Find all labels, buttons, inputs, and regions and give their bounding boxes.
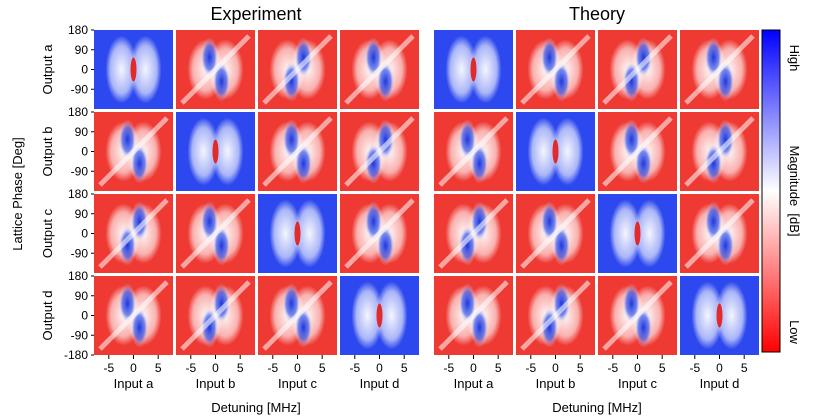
column-label: Input b	[196, 376, 236, 391]
x-tick-label: 0	[716, 361, 723, 375]
column-label: Input d	[360, 376, 400, 391]
column-label: Input c	[618, 376, 658, 391]
heatmap-cell	[680, 276, 759, 355]
x-tick-label: 0	[130, 361, 137, 375]
heatmap-cell	[516, 112, 595, 191]
x-tick-label: 5	[659, 361, 666, 375]
x-tick-label: 5	[401, 361, 408, 375]
x-tick-label: -5	[443, 361, 454, 375]
x-tick-label: 5	[495, 361, 502, 375]
heatmap-cell	[598, 194, 677, 273]
x-tick-label: -5	[103, 361, 114, 375]
heatmap-cell	[516, 194, 595, 273]
heatmap-cell	[176, 194, 255, 273]
y-tick-label: -180	[64, 348, 88, 362]
colorbar	[761, 29, 781, 353]
row-label: Output a	[40, 44, 55, 95]
y-tick-label: 180	[68, 105, 88, 119]
x-tick-label: -5	[349, 361, 360, 375]
x-tick-label: -5	[267, 361, 278, 375]
heatmap-cell	[176, 276, 255, 355]
y-tick-label: 90	[75, 207, 89, 221]
y-tick-label: 90	[75, 289, 89, 303]
row-label: Output b	[40, 127, 55, 177]
y-tick-label: -90	[71, 246, 89, 260]
heatmap-cell	[176, 112, 255, 191]
x-tick-label: 5	[237, 361, 244, 375]
x-tick-label: 5	[577, 361, 584, 375]
heatmap-cell	[598, 30, 677, 109]
x-tick-label: 5	[319, 361, 326, 375]
x-tick-label: -5	[185, 361, 196, 375]
x-axis-label-theory: Detuning [MHz]	[552, 400, 642, 415]
heatmap-cell	[680, 112, 759, 191]
x-tick-label: 0	[470, 361, 477, 375]
colorbar-title: Magnitude [dB]	[787, 145, 802, 236]
y-tick-label: 0	[81, 227, 88, 241]
y-tick-label: -90	[71, 328, 89, 342]
y-tick-label: 90	[75, 43, 89, 57]
heatmap-cell	[94, 194, 173, 273]
y-axis-label: Lattice Phase [Deg]	[10, 137, 25, 250]
x-tick-label: 0	[376, 361, 383, 375]
y-tick-label: 0	[81, 145, 88, 159]
column-label: Input a	[114, 376, 155, 391]
heatmap-cell	[680, 30, 759, 109]
x-tick-label: 5	[741, 361, 748, 375]
x-tick-label: 0	[552, 361, 559, 375]
heatmap-cell	[176, 30, 255, 109]
heatmap-cell	[94, 276, 173, 355]
heatmap-cell	[258, 194, 337, 273]
heatmap-cell	[94, 30, 173, 109]
experiment-title: Experiment	[210, 4, 301, 24]
heatmap-cell	[340, 194, 419, 273]
heatmap-cell	[258, 276, 337, 355]
column-label: Input b	[536, 376, 576, 391]
x-tick-label: 0	[212, 361, 219, 375]
x-axis-label-experiment: Detuning [MHz]	[211, 400, 301, 415]
y-tick-label: 90	[75, 125, 89, 139]
heatmap-cell	[598, 112, 677, 191]
heatmap-cell	[598, 276, 677, 355]
x-tick-label: -5	[525, 361, 536, 375]
heatmap-cell	[434, 30, 513, 109]
column-label: Input c	[278, 376, 318, 391]
colorbar-low-label: Low	[787, 320, 802, 344]
column-label: Input d	[700, 376, 740, 391]
heatmap-cell	[258, 112, 337, 191]
y-tick-label: 0	[81, 63, 88, 77]
y-tick-label: -90	[71, 164, 89, 178]
heatmap-cell	[434, 112, 513, 191]
heatmap-cell	[434, 276, 513, 355]
heatmap-cell	[434, 194, 513, 273]
x-tick-label: -5	[607, 361, 618, 375]
theory-title: Theory	[569, 4, 625, 24]
heatmap-cell	[340, 112, 419, 191]
x-tick-label: 0	[294, 361, 301, 375]
x-tick-label: 0	[634, 361, 641, 375]
y-tick-label: -90	[71, 82, 89, 96]
colorbar-high-label: High	[787, 45, 802, 72]
heatmap-cell	[340, 30, 419, 109]
row-label: Output c	[40, 208, 55, 258]
column-label: Input a	[454, 376, 495, 391]
heatmap-cell	[340, 276, 419, 355]
y-tick-label: 180	[68, 23, 88, 37]
x-tick-label: -5	[689, 361, 700, 375]
y-tick-label: 180	[68, 187, 88, 201]
heatmap-cell	[516, 30, 595, 109]
heatmap-cell	[516, 276, 595, 355]
x-tick-label: 5	[155, 361, 162, 375]
heatmap-cell	[94, 112, 173, 191]
row-label: Output d	[40, 291, 55, 341]
y-tick-label: 180	[68, 269, 88, 283]
heatmap-cell	[258, 30, 337, 109]
heatmap-cell	[680, 194, 759, 273]
y-tick-label: 0	[81, 309, 88, 323]
